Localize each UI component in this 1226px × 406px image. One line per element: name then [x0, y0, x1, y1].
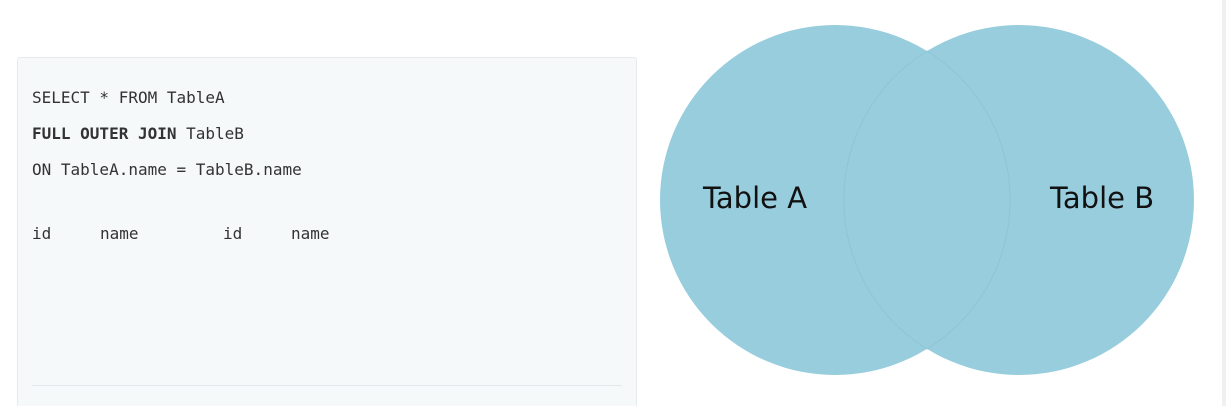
result-column-header: name [291, 224, 330, 243]
sql-join-table: TableB [176, 124, 244, 143]
result-column-header: name [100, 224, 139, 243]
venn-label-table-a: Table A [702, 181, 807, 215]
venn-overlap-edge [926, 50, 1011, 350]
sql-code-panel: SELECT * FROM TableA FULL OUTER JOIN Tab… [17, 57, 637, 406]
sql-line-on: ON TableA.name = TableB.name [32, 160, 302, 179]
result-header-row: id name id name [32, 216, 432, 252]
sql-line-select: SELECT * FROM TableA [32, 88, 225, 107]
venn-overlap-edge [843, 50, 928, 350]
sql-join-keyword: FULL OUTER JOIN [32, 124, 177, 143]
sql-line-join: FULL OUTER JOIN TableB [32, 116, 302, 152]
result-divider [32, 385, 622, 386]
result-column-header: id [32, 224, 52, 243]
venn-circle-table-b [844, 25, 1194, 375]
scrollbar-track[interactable] [1222, 0, 1226, 406]
venn-diagram: Table A Table B [660, 25, 1194, 375]
result-column-header: id [223, 224, 243, 243]
sql-query: SELECT * FROM TableA FULL OUTER JOIN Tab… [32, 80, 302, 188]
venn-label-table-b: Table B [1049, 181, 1154, 215]
